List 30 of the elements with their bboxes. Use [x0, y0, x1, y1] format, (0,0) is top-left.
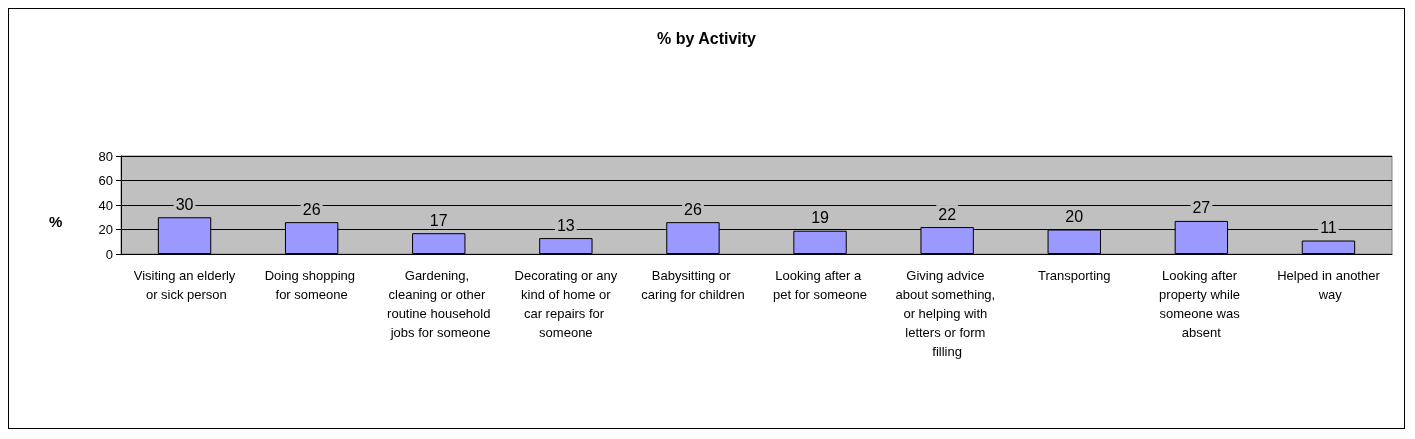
- data-label: 22: [938, 205, 957, 223]
- bar: [539, 238, 593, 254]
- data-label: 19: [811, 209, 830, 227]
- x-tick-label: Transporting: [1038, 268, 1111, 283]
- data-label: 20: [1065, 208, 1084, 225]
- chart-title: % by Activity: [657, 29, 757, 47]
- bar: [1301, 240, 1356, 254]
- y-axis-title: %: [49, 213, 63, 230]
- bar: [412, 233, 466, 254]
- data-label: 30: [175, 195, 194, 213]
- data-label: 13: [556, 216, 575, 234]
- y-tick-label: 0: [105, 246, 113, 262]
- x-tick-label: Helped in another way: [1277, 268, 1381, 302]
- data-label: 27: [1192, 199, 1211, 217]
- y-tick-label: 40: [98, 197, 113, 213]
- data-label: 11: [1320, 219, 1337, 237]
- x-tick-label: Looking after property while someone was absent: [1159, 268, 1244, 340]
- data-label: 17: [429, 211, 448, 229]
- x-tick-label: Looking after a pet for someone: [773, 268, 868, 302]
- y-tick-label: 80: [98, 148, 113, 164]
- x-tick-label: Doing shopping for someone: [264, 268, 359, 302]
- x-tick-label: Gardening, cleaning or other routine household jobs for someone: [387, 268, 491, 340]
- x-tick-label: Babysitting or caring for children: [641, 268, 745, 302]
- y-tick-label: 60: [98, 173, 113, 188]
- x-tick-label: Visiting an elderly or sick person: [133, 268, 236, 302]
- x-tick-label: Giving advice about something, or helping with letters or form filling: [895, 268, 999, 359]
- y-tick-label: 20: [98, 222, 113, 237]
- x-tick-label: Decorating or any kind of home or car repairs for someone: [514, 268, 618, 340]
- data-label: 26: [302, 200, 321, 218]
- data-label: 26: [684, 200, 702, 218]
